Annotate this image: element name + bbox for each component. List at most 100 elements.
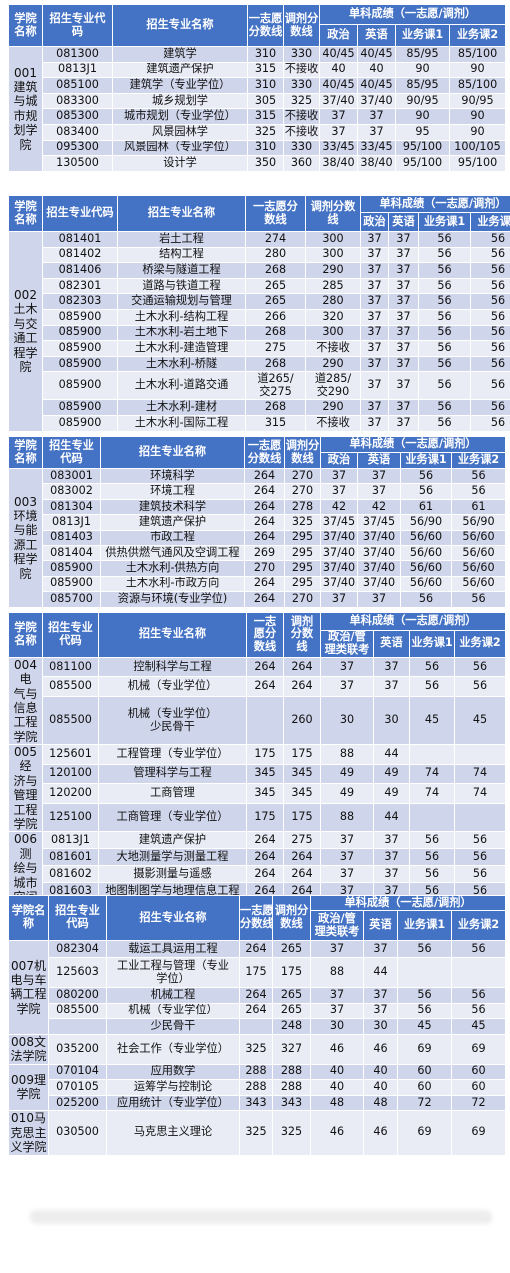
cell-course1: 85/95 [395,46,450,63]
cell-adjust: 290 [305,262,361,279]
header-adjust-line: 调剂分数线 [283,4,320,47]
cell-politics: 30 [310,1018,364,1035]
cell-first: 269 [244,544,285,562]
header-first-choice-line: 一志愿分数线 [247,4,284,47]
cell-english: 37 [357,591,401,608]
cell-course1: 56 [418,340,471,357]
cell-course1: 69 [397,1110,452,1156]
cell-adjust: 270 [284,467,321,485]
cell-first: 175 [239,957,273,988]
cell-course2: 56 [469,231,510,248]
cell-english: 37 [388,371,419,401]
score-table-5: 学院名称招生专业 代码 招生专业名称 一志愿 分数线 调剂分 数线 单科成绩（一志愿/调剂）政… [8,895,507,1156]
cell-course2: 90 [448,123,507,141]
cell-first: 266 [245,308,306,326]
header-english: 英语 [373,630,410,658]
cell-code: 125100 [42,802,99,833]
table-row: 007机 电与车 辆工程 学院 082304 载运工具运用工程 264 265 37 37 56 56 [8,940,507,1035]
cell-code: 130500 [42,155,113,172]
cell-major: 土木水利-桥隧 [117,355,246,373]
cell-english: 30 [363,1018,398,1035]
cell-course1: 56 [409,865,455,884]
cell-politics: 40/45 [319,46,358,63]
cell-code: 082301 [42,277,118,295]
cell-major: 城市规划（专业学位） [112,108,248,125]
cell-course2 [450,957,507,988]
cell-major: 工商管理 [98,783,247,804]
cell-major: 社会工作（专业学位） [106,1033,240,1065]
cell-english: 37 [373,656,410,678]
cell-first: 268 [245,355,306,373]
cell-first: 315 [247,108,284,125]
cell-first: 264 [246,865,284,884]
cell-major: 应用统计（专业学位） [106,1094,240,1112]
cell-major: 建筑技术科学 [100,498,245,516]
cell-course2: 56 [450,591,507,608]
cell-first: 268 [245,399,306,416]
cell-adjust: 288 [272,1079,311,1096]
cell-politics: 37 [320,676,374,698]
cell-course1: 95 [395,123,450,141]
header-adjust-line: 调剂分数线 [283,612,321,658]
cell-adjust: 道285/交290 [305,371,361,401]
cell-adjust: 345 [283,783,321,804]
cell-adjust: 320 [305,308,361,326]
cell-adjust: 不接收 [283,123,320,141]
cell-code: 081404 [42,544,101,562]
header-course2: 业务课2 [450,910,507,941]
cell-course2: 45 [453,696,507,746]
cell-english: 44 [373,744,410,765]
cell-major: 结构工程 [117,246,246,264]
table-row: 083300 城乡规划学 305 325 37/40 37/40 90/95 90/95 [9,92,507,110]
cell-english: 37 [373,865,410,884]
cell-adjust: 295 [284,544,321,562]
cell-adjust: 325 [272,1110,311,1156]
cell-first: 264 [246,656,284,678]
cell-course2: 56 [453,865,507,884]
cell-politics: 40 [310,1063,364,1081]
table-row: 085100 建筑学（专业学位） 310 330 40/45 40/45 85/95 85/1… [9,77,507,94]
cell-course1: 56 [400,591,452,608]
college-name: 009理 学院 [8,1063,49,1112]
cell-major: 环境工程 [100,483,245,500]
cell-politics: 46 [310,1110,364,1156]
cell-adjust: 343 [272,1094,311,1112]
cell-adjust: 不接收 [283,108,320,125]
cell-first: 270 [244,560,285,577]
header-adjust-line: 调剂分数线 [305,195,361,232]
cell-course1: 56 [400,483,452,500]
cell-english: 49 [373,763,410,785]
cell-course2: 56 [469,340,510,357]
cell-english: 37 [388,231,419,248]
cell-adjust: 330 [283,139,320,157]
header-politics: 政治/管 理类联考 [320,630,374,658]
table-row: 085500 机械（专业学位） 264 265 37 37 56 56 [9,1002,507,1020]
table-row: 095300 风景园林（专业学位） 310 330 33/45 33/45 95/100 10… [9,139,507,157]
college-name: 007机 电与车 辆工程 学院 [8,940,49,1035]
cell-politics: 37 [360,277,389,295]
cell-course2: 56/60 [450,560,507,577]
cell-course2: 56 [469,414,510,432]
cell-first: 175 [246,744,284,765]
cell-code: 125603 [48,957,107,988]
table-row: 082301 道路与铁道工程 265 285 37 37 56 56 [9,277,510,295]
table-row: 120200 工商管理 345 345 49 49 74 74 [9,783,507,804]
cell-course2: 56 [450,467,507,485]
cell-english: 37 [363,1002,398,1020]
cell-first: 264 [239,940,273,958]
cell-course2: 90/95 [448,92,507,110]
cell-first: 310 [247,77,284,94]
table-row: 0813J1 建筑遗产保护 264 325 37/45 37/45 56/90 56/90 [9,514,507,531]
cell-major: 资源与环境(专业学位) [100,591,245,608]
cell-major: 交通运输规划与管理 [117,293,246,310]
cell-first: 280 [245,246,306,264]
cell-course2: 56 [453,848,507,867]
cell-first: 343 [239,1094,273,1112]
cell-english: 33/45 [357,139,396,157]
cell-adjust: 265 [272,987,311,1004]
cell-code: 085100 [42,77,113,94]
cell-politics: 37 [320,656,374,678]
header-college: 学院名称 [8,895,49,941]
cell-first: 315 [247,61,284,79]
cell-first: 305 [247,92,284,110]
